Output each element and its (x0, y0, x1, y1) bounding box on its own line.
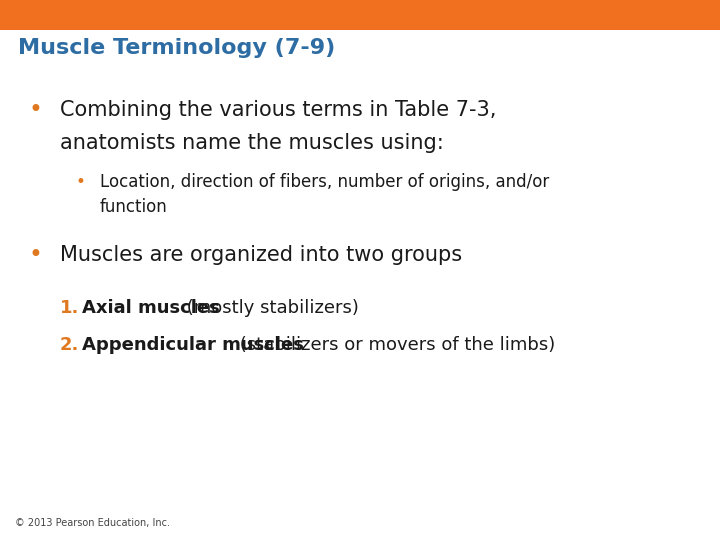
Text: Appendicular muscles: Appendicular muscles (82, 336, 304, 354)
Text: anatomists name the muscles using:: anatomists name the muscles using: (60, 133, 444, 153)
Text: © 2013 Pearson Education, Inc.: © 2013 Pearson Education, Inc. (15, 518, 170, 528)
Bar (0, 0, 720, 30)
Text: (stabilizers or movers of the limbs): (stabilizers or movers of the limbs) (234, 336, 555, 354)
Text: •: • (28, 243, 42, 267)
Text: function: function (100, 198, 168, 216)
Text: Location, direction of fibers, number of origins, and/or: Location, direction of fibers, number of… (100, 173, 549, 191)
Text: 1.: 1. (60, 299, 79, 317)
Text: •: • (75, 173, 85, 191)
Text: Muscles are organized into two groups: Muscles are organized into two groups (60, 245, 462, 265)
Text: 2.: 2. (60, 336, 79, 354)
Text: (mostly stabilizers): (mostly stabilizers) (181, 299, 359, 317)
Text: •: • (28, 98, 42, 122)
Text: Muscle Terminology (7-9): Muscle Terminology (7-9) (18, 38, 336, 58)
Text: Combining the various terms in Table 7-3,: Combining the various terms in Table 7-3… (60, 100, 496, 120)
Text: Axial muscles: Axial muscles (82, 299, 220, 317)
